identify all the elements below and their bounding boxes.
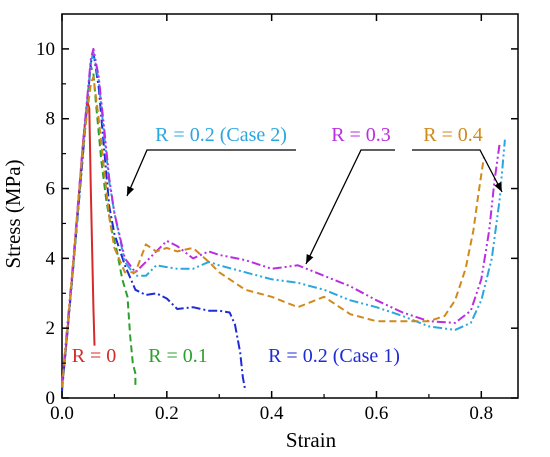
x-tick-label: 0.6 (365, 403, 389, 424)
y-axis-title: Stress (MPa) (1, 159, 25, 268)
x-tick-label: 0.0 (50, 403, 74, 424)
arrow-case2-leader (126, 149, 296, 197)
y-tick-label: 2 (46, 318, 56, 339)
plot-area (61, 13, 519, 399)
arrow-r03-arrowhead (306, 254, 314, 264)
annotation-layer: R = 0 R = 0.1 R = 0.2 (Case 1) R = 0.2 (Cas… (72, 124, 503, 367)
arrow-r03-leader (305, 149, 395, 265)
x-tick-label: 0.2 (155, 403, 179, 424)
y-tick-label: 0 (46, 388, 56, 409)
series-line-r-0-2-case-1 (61, 51, 247, 392)
arrow-case2-arrowhead (127, 186, 135, 196)
label-r-0-4: R = 0.4 (423, 124, 483, 146)
x-tick-label: 0.4 (260, 403, 284, 424)
y-tick-label: 8 (46, 109, 56, 130)
axes-layer: 0.0 0.2 0.4 0.6 0.8 0 2 4 6 8 10 (36, 14, 518, 424)
y-tick-label: 4 (46, 248, 56, 269)
y-tick-label: 6 (46, 179, 56, 200)
series-layer (61, 47, 506, 392)
series-line-r-0-1 (61, 65, 137, 388)
plot-frame (61, 13, 519, 399)
series-line-r-0-3 (61, 47, 501, 385)
arrow-r04-leader (412, 149, 503, 193)
label-r-0-2-case-2: R = 0.2 (Case 2) (155, 124, 287, 146)
label-r-0-3: R = 0.3 (331, 124, 391, 146)
label-r-0: R = 0 (72, 345, 117, 367)
series-line-r-0-2-case-2 (61, 51, 506, 388)
x-axis-title: Strain (286, 428, 337, 452)
label-r-0-2-case-1: R = 0.2 (Case 1) (268, 345, 400, 367)
x-tick-label: 0.8 (469, 403, 493, 424)
arrow-r04-arrowhead (494, 182, 502, 192)
label-r-0-1: R = 0.1 (148, 345, 208, 367)
y-tick-label: 10 (36, 39, 55, 60)
